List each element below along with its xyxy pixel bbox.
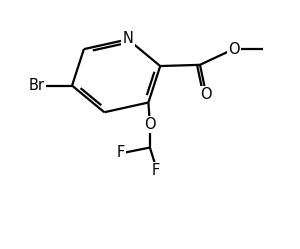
Text: O: O bbox=[144, 117, 156, 132]
Text: F: F bbox=[152, 163, 160, 178]
Text: F: F bbox=[116, 145, 124, 160]
Text: N: N bbox=[122, 31, 134, 46]
Text: O: O bbox=[228, 42, 240, 57]
Text: Br: Br bbox=[29, 78, 45, 93]
Text: O: O bbox=[200, 87, 212, 102]
